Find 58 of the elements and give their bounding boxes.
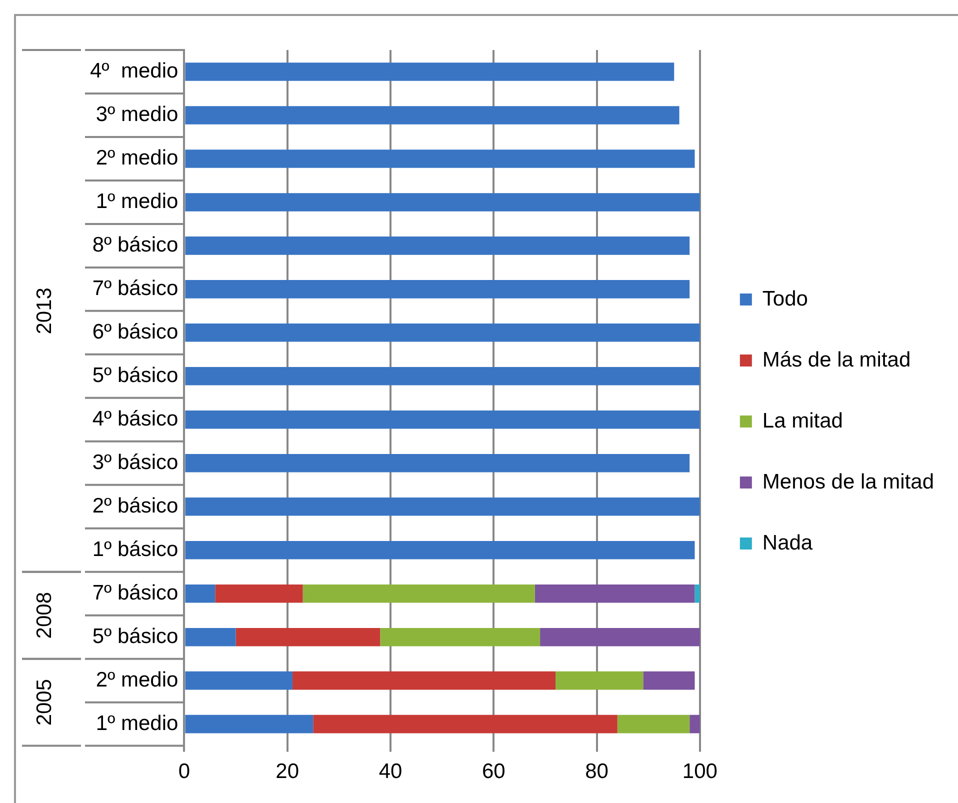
bar: [534, 584, 695, 603]
y-tick-label: 4º básico: [92, 407, 178, 430]
x-tick-label: 100: [682, 760, 718, 784]
y-tick-label: 3º medio: [96, 103, 178, 126]
bar: [302, 584, 535, 603]
bar: [617, 714, 690, 734]
y-tick-label: 3º básico: [92, 450, 178, 474]
bar: [690, 714, 700, 734]
text: 2005: [32, 678, 56, 726]
x-tick-label: 20: [276, 760, 300, 784]
bar: [185, 150, 695, 168]
bar: [185, 628, 236, 646]
bar: [540, 628, 700, 646]
legend-label: Nada: [762, 531, 813, 554]
y-tick-label: 6º básico: [92, 320, 178, 344]
bar: [313, 714, 618, 734]
bar: [185, 454, 690, 472]
x-tick-label: 40: [378, 760, 402, 784]
bar: [185, 280, 690, 298]
bar: [292, 671, 556, 690]
bar: [556, 671, 644, 690]
x-tick-label: 60: [482, 760, 506, 784]
y-tick-label: 7º básico: [92, 581, 178, 604]
text: 2008: [32, 592, 56, 639]
y-tick-label: 7º básico: [92, 276, 178, 300]
bar: [185, 236, 690, 255]
bar: [215, 584, 303, 603]
bar: [185, 540, 695, 560]
legend-label: Todo: [762, 287, 808, 310]
y-tick-label: 1º medio: [96, 712, 178, 735]
y-tick-label: 2º medio: [96, 668, 178, 692]
legend-label: Más de la mitad: [762, 348, 911, 372]
bar: [185, 584, 216, 603]
y-tick-label: 5º básico: [92, 624, 178, 648]
x-tick-label: 80: [585, 760, 608, 784]
text: 2013: [32, 288, 56, 334]
y-tick-label: 2º básico: [92, 494, 178, 518]
bar: [185, 62, 674, 81]
bar: [185, 671, 293, 690]
bar: [185, 106, 680, 124]
bar: [185, 367, 700, 386]
y-tick-label: 8º básico: [92, 233, 178, 256]
x-tick-label: 0: [178, 760, 190, 784]
bar: [185, 410, 700, 429]
y-tick-label: 1º medio: [96, 190, 178, 214]
y-tick-label: 5º básico: [92, 364, 178, 387]
y-tick-label: 2º medio: [96, 146, 178, 170]
bar: [185, 497, 700, 516]
bar: [643, 671, 695, 690]
bar: [236, 628, 380, 646]
bar: [185, 324, 700, 342]
y-tick-label: 1º básico: [92, 538, 178, 561]
y-tick-label: 4º medio: [90, 60, 178, 83]
bar: [185, 714, 314, 734]
bar: [380, 628, 540, 646]
legend-label: La mitad: [762, 409, 843, 432]
bar: [185, 193, 700, 212]
legend-label: Menos de la mitad: [762, 470, 934, 494]
